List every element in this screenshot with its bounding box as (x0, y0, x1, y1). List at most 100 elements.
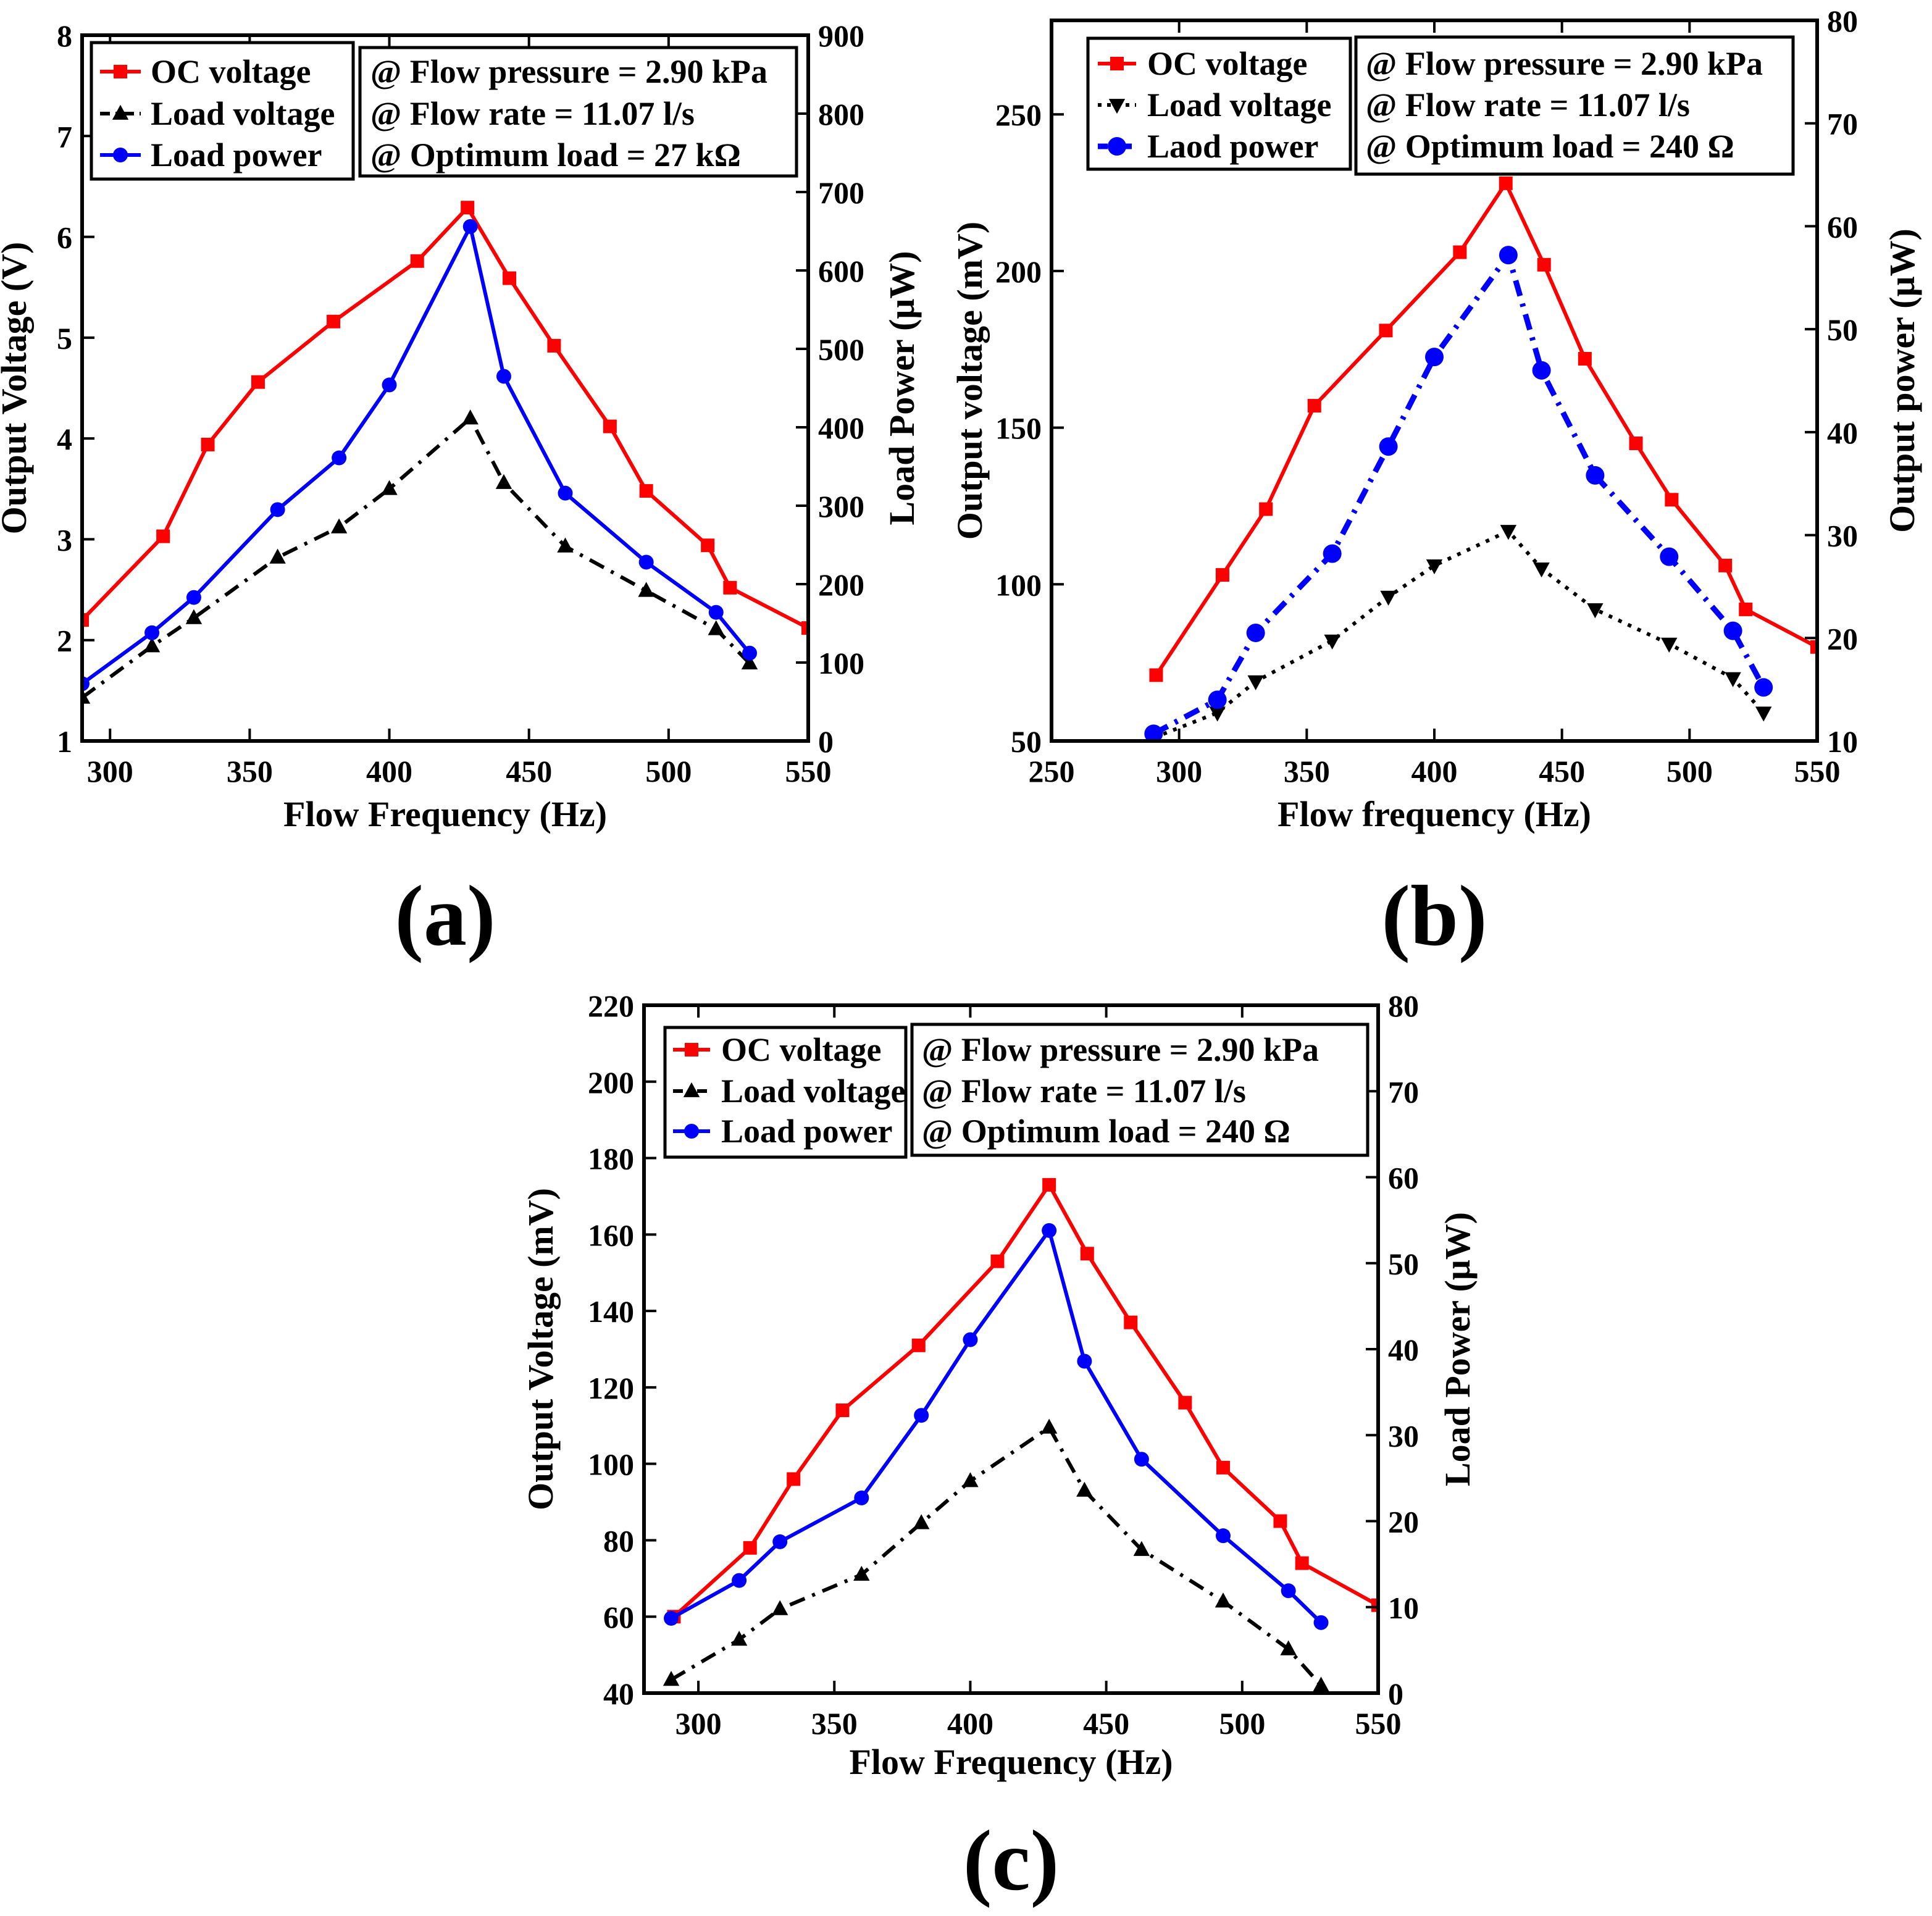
x-tick-label: 550 (1355, 1706, 1402, 1741)
x-tick-label: 400 (1411, 754, 1458, 789)
data-point (1273, 1514, 1287, 1528)
data-point (1133, 1541, 1150, 1556)
data-point (1739, 602, 1753, 616)
y-tick-label: 220 (588, 989, 634, 1023)
data-point (1379, 324, 1393, 338)
y2-tick-label: 10 (1388, 1591, 1419, 1625)
x-tick-label: 550 (785, 754, 832, 789)
y-tick-label: 120 (588, 1371, 634, 1405)
y2-tick-label: 30 (1827, 519, 1858, 553)
y-tick-label: 200 (588, 1065, 634, 1100)
x-tick-label: 300 (675, 1706, 722, 1741)
data-point (1629, 436, 1643, 450)
data-point (251, 375, 265, 389)
legend-label: Load voltage (721, 1073, 906, 1110)
data-point (963, 1332, 978, 1347)
series-line-load-power (82, 224, 751, 685)
data-point (1718, 558, 1733, 572)
y2-axis-label: Load Power (μW) (882, 251, 922, 525)
legend-box (1086, 36, 1352, 171)
chart-b: 250 300 350 400 450 500 550 50 100 150 200 250 10 20 3… (950, 4, 1922, 964)
legend-marker (1108, 99, 1126, 114)
data-point (730, 1631, 748, 1646)
data-point (1280, 1640, 1297, 1655)
y2-tick-label: 10 (1827, 724, 1858, 759)
data-point (461, 201, 475, 215)
y2-tick-label: 80 (1388, 989, 1419, 1023)
data-point (462, 409, 479, 425)
y2-tick-label: 500 (818, 332, 864, 367)
data-point (1307, 399, 1321, 413)
annotation-text: @ Flow pressure = 2.90 kPa (370, 53, 767, 90)
x-tick-label: 300 (1156, 754, 1202, 789)
legend-marker (113, 148, 128, 162)
y-tick-label: 50 (1011, 724, 1042, 759)
annotation-box (910, 1023, 1370, 1157)
y-axis-label: Output Voltage (V) (0, 242, 34, 535)
x-tick-label: 300 (87, 754, 133, 789)
legend-marker (1108, 137, 1126, 156)
annotation-text: @ Optimum load = 27 kΩ (370, 136, 741, 174)
y2-tick-label: 60 (1827, 209, 1858, 244)
data-point (1259, 502, 1273, 516)
data-point (1215, 1592, 1232, 1608)
data-point (1246, 623, 1265, 642)
data-point (143, 637, 161, 653)
data-point (603, 419, 617, 433)
data-point (911, 1338, 926, 1352)
annotation-box (358, 46, 798, 178)
legend-label: Load power (721, 1113, 893, 1150)
y-tick-label: 60 (603, 1600, 634, 1634)
data-point (1295, 1556, 1309, 1570)
y-tick-label: 7 (57, 119, 72, 154)
data-point (854, 1490, 869, 1505)
data-point (557, 537, 574, 553)
data-point (503, 271, 517, 285)
data-point (495, 474, 512, 489)
data-point (1323, 544, 1342, 563)
x-axis-label: Flow Frequency (Hz) (283, 794, 607, 834)
y2-axis-label: Output power (μW) (1882, 228, 1922, 533)
x-tick-label: 550 (1794, 754, 1841, 789)
data-point (1587, 603, 1604, 619)
y2-tick-label: 20 (1827, 621, 1858, 656)
y-tick-label: 2 (57, 624, 72, 658)
y-tick-label: 80 (603, 1523, 634, 1558)
data-point (327, 314, 341, 328)
data-point (639, 484, 653, 498)
plot-area (82, 201, 808, 704)
x-tick-label: 450 (506, 754, 552, 789)
x-tick-label: 350 (811, 1706, 858, 1741)
y2-tick-label: 900 (818, 19, 864, 53)
data-point (201, 437, 215, 451)
annotation: @ Flow pressure = 2.90 kPa @ Flow rate = … (1354, 35, 1795, 176)
data-point (1426, 559, 1443, 575)
x-tick-label: 350 (1284, 754, 1330, 789)
legend-label: OC voltage (721, 1031, 881, 1068)
x-axis-label: Flow frequency (Hz) (1278, 794, 1591, 834)
y-tick-label: 150 (995, 411, 1042, 446)
data-point (1665, 493, 1679, 507)
y2-axis-label: Load Power (μW) (1437, 1212, 1478, 1486)
x-tick-label: 400 (366, 754, 412, 789)
y-tick-label: 4 (57, 422, 72, 456)
data-point (558, 485, 573, 501)
y2-tick-label: 0 (1388, 1676, 1403, 1711)
data-point (1499, 176, 1513, 190)
y2-tick-label: 80 (1827, 4, 1858, 38)
data-point (913, 1514, 930, 1529)
data-point (772, 1534, 788, 1549)
series-line-load-voltage (82, 416, 751, 700)
data-point (186, 590, 201, 605)
data-point (708, 620, 724, 635)
data-point (82, 688, 91, 704)
annotation-text: @ Flow rate = 11.07 l/s (370, 95, 695, 132)
data-point (410, 254, 424, 268)
y-tick-label: 1 (57, 724, 72, 759)
chart-c: 300 350 400 450 500 5504060801001201401601802… (521, 989, 1478, 1909)
data-point (269, 548, 286, 564)
data-point (1215, 1528, 1231, 1544)
legend-marker (112, 104, 129, 120)
